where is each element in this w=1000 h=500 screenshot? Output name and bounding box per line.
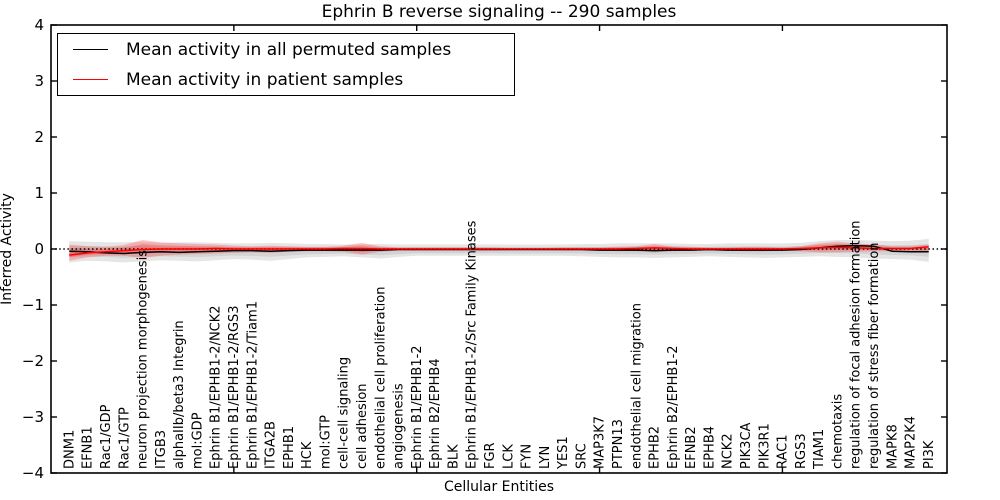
category-label: MAPK8 — [885, 424, 900, 469]
category-label: ITGB3 — [154, 430, 169, 469]
category-label: Ephrin B1/EPHB1-2/NCK2 — [209, 305, 224, 469]
legend-label-patient: Mean activity in patient samples — [126, 69, 404, 90]
category-label: Rac1/GDP — [99, 404, 114, 469]
y-tick-label: 1 — [34, 184, 44, 202]
y-axis-label: Inferred Activity — [0, 193, 15, 305]
category-label: HCK — [300, 441, 315, 469]
legend: Mean activity in all permuted samples Me… — [57, 33, 515, 96]
category-label: Ephrin B1/EPHB1-2/Src Family Kinases — [465, 220, 480, 469]
x-axis-label: Cellular Entities — [443, 479, 555, 495]
y-tick-label: 2 — [34, 128, 44, 146]
category-label: RAC1 — [776, 434, 791, 469]
category-label: YES1 — [556, 436, 571, 470]
category-label: SRC — [574, 443, 589, 469]
category-label: mol:GTP — [318, 415, 333, 469]
category-label: FGR — [483, 442, 498, 469]
permuted-samples-band-inner — [69, 243, 929, 258]
category-label: PIK3R1 — [757, 423, 772, 469]
category-label: Ephrin B2/EPHB4 — [428, 358, 443, 469]
category-label: regulation of stress fiber formation — [867, 242, 882, 469]
legend-label-permuted: Mean activity in all permuted samples — [126, 39, 452, 60]
category-label: LCK — [501, 444, 516, 469]
category-label: BLK — [446, 444, 461, 469]
y-tick-label: 0 — [34, 240, 44, 258]
y-tick-label: −1 — [22, 296, 44, 314]
category-label: Ephrin B1/EPHB1-2/Tiam1 — [245, 301, 260, 469]
category-label: PTPN13 — [611, 419, 626, 469]
category-label: chemotaxis — [830, 394, 845, 469]
category-label: EFNB1 — [81, 426, 96, 469]
legend-line-sample-red — [73, 79, 108, 80]
category-label: alphaIIb/beta3 Integrin — [172, 320, 187, 469]
category-label: EFNB2 — [684, 426, 699, 469]
y-tick-label: −3 — [22, 408, 44, 426]
category-label: TIAM1 — [812, 429, 827, 470]
chart-title: Ephrin B reverse signaling -- 290 sample… — [321, 2, 677, 22]
category-label: EPHB2 — [648, 426, 663, 469]
legend-item-patient: Mean activity in patient samples — [58, 67, 514, 93]
category-label: Ephrin B1/EPHB1-2/RGS3 — [227, 305, 242, 469]
category-label: EPHB4 — [702, 426, 717, 469]
category-label: EPHB1 — [282, 426, 297, 469]
y-tick-label: 4 — [34, 16, 44, 34]
category-label: FYN — [520, 444, 535, 469]
patient-samples-band — [69, 240, 929, 261]
category-label: cell adhesion — [355, 383, 370, 469]
permuted-samples-band — [69, 238, 929, 263]
y-tick-label: −2 — [22, 352, 44, 370]
category-label: DNM1 — [62, 430, 77, 469]
category-label: MAP3K7 — [593, 416, 608, 469]
category-label: LYN — [538, 446, 553, 469]
category-label: angiogenesis — [392, 383, 407, 469]
category-label: Ephrin B2/EPHB1-2 — [666, 345, 681, 469]
legend-line-sample-black — [73, 49, 108, 50]
category-label: regulation of focal adhesion formation — [849, 220, 864, 469]
category-label: ITGA2B — [264, 421, 279, 469]
category-label: cell-cell signaling — [337, 357, 352, 469]
legend-item-permuted: Mean activity in all permuted samples — [58, 37, 514, 63]
category-label: Ephrin B1/EPHB1-2 — [410, 345, 425, 469]
category-label: mol:GDP — [190, 412, 205, 469]
category-label: RGS3 — [794, 433, 809, 469]
category-label: neuron projection morphogenesis — [136, 250, 151, 469]
category-label: PIK3CA — [739, 422, 754, 469]
category-label: PI3K — [922, 440, 937, 469]
category-label: endothelial cell proliferation — [373, 287, 388, 469]
category-label: MAP2K4 — [904, 416, 919, 469]
y-tick-label: 3 — [34, 72, 44, 90]
y-tick-label: −4 — [22, 464, 44, 482]
category-label: NCK2 — [721, 433, 736, 469]
category-label: endothelial cell migration — [629, 303, 644, 469]
patient-mean-line — [69, 246, 929, 256]
category-label: Rac1/GTP — [117, 407, 132, 469]
